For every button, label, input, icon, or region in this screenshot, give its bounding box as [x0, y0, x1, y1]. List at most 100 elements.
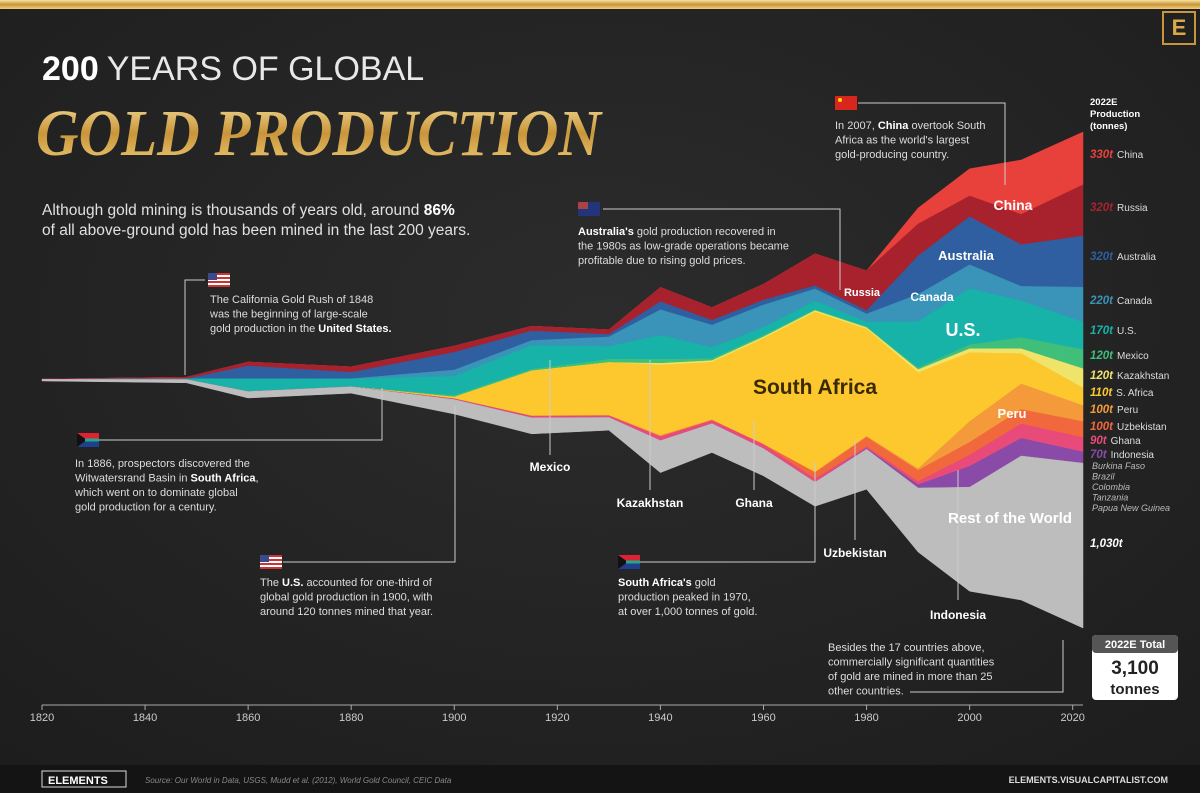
legend-name: Canada — [1117, 296, 1152, 307]
legend-value: 170t — [1090, 325, 1114, 337]
text: The California Gold Rush of 1848 — [210, 294, 373, 306]
legend-value: 1,030t — [1090, 538, 1124, 550]
footer — [0, 765, 1200, 793]
text: at over 1,000 tonnes of gold. — [618, 606, 757, 618]
text-line: Besides the 17 countries above, — [828, 642, 985, 654]
stream-label: Indonesia — [930, 608, 986, 622]
flag-field — [77, 433, 99, 440]
text: was the beginning of large-scale — [209, 309, 368, 321]
flag — [578, 202, 600, 216]
text-line: Witwatersrand Basin in South Africa, — [75, 473, 259, 485]
bold-text: South Africa — [191, 473, 257, 485]
text-line: gold production for a century. — [75, 502, 217, 514]
legend-name: Uzbekistan — [1117, 422, 1166, 433]
x-tick-label: 1860 — [236, 712, 260, 724]
text: gold-producing country. — [835, 149, 949, 161]
text-line: around 120 tonnes mined that year. — [260, 606, 433, 618]
text: around 120 tonnes mined that year. — [260, 606, 433, 618]
text-line: Australia's gold production recovered in — [578, 226, 776, 238]
callout-line — [858, 102, 1006, 185]
legend-entry: 100t Peru — [1090, 404, 1138, 416]
text-line: commercially significant quantities — [828, 657, 995, 669]
stream-label: Rest of the World — [948, 510, 1072, 527]
legend-entry: 110t S. Africa — [1090, 387, 1154, 399]
text: production peaked in 1970, — [618, 592, 751, 604]
stream-label: China — [994, 197, 1033, 213]
flag-stripe — [260, 555, 282, 557]
text: In 1886, prospectors discovered the — [75, 458, 250, 470]
text: other countries. — [828, 686, 904, 698]
legend-entry: 120t Mexico — [1090, 350, 1149, 362]
legend-value: 100t — [1090, 404, 1114, 416]
flag-stripe — [208, 277, 230, 279]
flag — [260, 555, 282, 569]
total-unit: tonnes — [1110, 681, 1159, 698]
legend-name: Mexico — [1117, 351, 1149, 362]
legend-name: Kazakhstan — [1117, 371, 1169, 382]
flag-field — [77, 440, 99, 447]
text-line: profitable due to rising gold prices. — [578, 255, 746, 267]
callout-line — [910, 640, 1064, 693]
title-line1: 200 YEARS OF GLOBAL — [42, 50, 424, 88]
text: Besides the 17 countries above, — [828, 642, 985, 654]
text-line: Africa as the world's largest — [835, 135, 969, 147]
bold-text: China — [878, 120, 909, 132]
text-line: South Africa's gold — [618, 577, 716, 589]
legend-entry: 170t U.S. — [1090, 325, 1136, 337]
text: of all above-ground gold has been mined … — [42, 222, 470, 239]
x-tick-label: 1940 — [648, 712, 672, 724]
x-tick-label: 1840 — [133, 712, 157, 724]
legend-name: China — [1117, 150, 1144, 161]
legend-value: 320t — [1090, 202, 1114, 214]
flag-stripe — [208, 285, 230, 287]
callout-line — [283, 405, 456, 563]
flag-union — [578, 202, 588, 209]
bold-text: U.S. — [282, 577, 303, 589]
brand-logo: E — [1172, 15, 1187, 40]
text: global gold production in 1900, with — [260, 592, 432, 604]
legend-entry: 120t Kazakhstan — [1090, 370, 1169, 382]
bold-text: 86% — [424, 202, 455, 219]
flag — [208, 273, 230, 287]
brand-box — [1162, 11, 1196, 45]
legend-entry: 70t Indonesia — [1090, 449, 1154, 461]
legend-value: 330t — [1090, 149, 1114, 161]
legend-entry: 320t Australia — [1090, 251, 1156, 263]
legend-entry: 220t Canada — [1089, 295, 1152, 307]
legend-value: 120t — [1090, 350, 1114, 362]
total-label: 2022E Total — [1105, 639, 1165, 651]
title-prefix: 200 — [42, 50, 99, 88]
text: overtook South — [908, 120, 985, 132]
text: profitable due to rising gold prices. — [578, 255, 746, 267]
x-tick-label: 1820 — [30, 712, 54, 724]
flag-band — [626, 560, 640, 564]
flag-stripe — [260, 559, 282, 561]
legend-name: Ghana — [1111, 436, 1141, 447]
text: In 2007, — [835, 120, 878, 132]
flag — [835, 96, 857, 110]
text-line: In 1886, prospectors discovered the — [75, 458, 250, 470]
legend-value: 100t — [1090, 421, 1114, 433]
text-line: the 1980s as low-grade operations became — [578, 241, 789, 253]
stream-label: Kazakhstan — [617, 496, 684, 510]
text: Although gold mining is thousands of yea… — [42, 202, 424, 219]
x-tick-label: 2020 — [1060, 712, 1084, 724]
x-tick-label: 2000 — [957, 712, 981, 724]
flag — [77, 433, 99, 447]
flag-stripe — [260, 567, 282, 569]
legend-title: 2022E — [1090, 97, 1117, 108]
total-value: 3,100 — [1111, 658, 1159, 679]
text: of gold are mined in more than 25 — [828, 671, 993, 683]
stream-label: U.S. — [945, 320, 980, 340]
x-tick-label: 1980 — [854, 712, 878, 724]
flag-canton — [208, 273, 217, 280]
text-line: which went on to dominate global — [74, 487, 238, 499]
flag-star — [838, 98, 842, 102]
text: The — [260, 577, 282, 589]
text-line: The U.S. accounted for one-third of — [260, 577, 433, 589]
stream-label: Ghana — [735, 496, 773, 510]
footer-logo-box — [41, 770, 127, 788]
flag-band — [618, 555, 628, 569]
text-line: Although gold mining is thousands of yea… — [42, 202, 455, 219]
